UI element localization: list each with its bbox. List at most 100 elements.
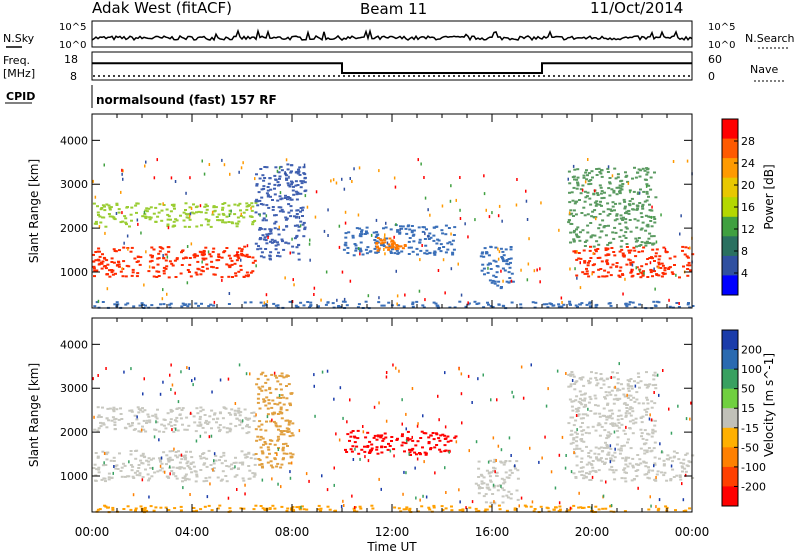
data-cell	[215, 267, 219, 269]
data-cell	[381, 241, 385, 244]
data-cell	[274, 166, 278, 169]
data-cell	[625, 407, 629, 409]
data-cell	[246, 418, 250, 421]
data-cell	[264, 389, 268, 392]
data-cell	[229, 468, 233, 471]
speckle-cell	[201, 159, 203, 163]
data-cell	[293, 237, 297, 240]
data-cell	[148, 477, 152, 480]
speckle-cell	[291, 237, 293, 241]
speckle-cell	[142, 392, 144, 396]
speckle-cell	[359, 252, 361, 256]
data-cell	[197, 304, 200, 307]
data-cell	[603, 463, 606, 465]
data-cell	[130, 469, 134, 472]
speckle-cell	[624, 277, 626, 281]
data-cell	[288, 435, 292, 438]
data-cell	[616, 378, 620, 381]
speckle-cell	[186, 281, 189, 285]
speckle-cell	[358, 166, 361, 170]
data-cell	[157, 211, 161, 214]
data-cell	[491, 493, 495, 495]
data-cell	[255, 173, 258, 176]
data-cell	[166, 223, 170, 226]
data-cell	[616, 418, 620, 421]
data-cell	[584, 196, 588, 199]
data-cell	[208, 476, 212, 479]
data-cell	[396, 230, 400, 233]
data-cell	[599, 200, 602, 203]
data-cell	[621, 274, 625, 276]
data-cell	[684, 246, 688, 249]
speckle-cell	[438, 418, 440, 422]
data-cell	[276, 228, 280, 231]
data-cell	[400, 250, 404, 253]
data-cell	[264, 374, 268, 377]
data-cell	[510, 301, 514, 304]
data-cell	[215, 259, 219, 262]
data-cell	[495, 471, 499, 474]
speckle-cell	[564, 466, 567, 470]
data-cell	[271, 413, 275, 416]
speckle-cell	[378, 296, 380, 300]
speckle-cell	[405, 439, 408, 443]
speckle-cell	[327, 234, 329, 237]
data-cell	[257, 386, 261, 389]
data-cell	[593, 263, 596, 266]
data-cell	[296, 172, 300, 175]
data-cell	[480, 482, 484, 485]
data-cell	[271, 466, 275, 469]
data-cell	[573, 178, 576, 181]
data-cell	[301, 180, 305, 183]
speckle-cell	[477, 377, 479, 381]
freq-unit-label: [MHz]	[3, 67, 35, 80]
data-cell	[183, 225, 187, 228]
data-cell	[167, 423, 171, 426]
data-cell	[207, 504, 211, 507]
data-cell	[280, 238, 284, 241]
speckle-cell	[424, 298, 426, 302]
data-cell	[663, 269, 667, 272]
data-cell	[277, 206, 281, 209]
data-cell	[135, 275, 139, 278]
speckle-cell	[97, 374, 99, 377]
data-cell	[626, 383, 630, 386]
data-cell	[661, 272, 665, 274]
data-cell	[265, 456, 269, 459]
data-cell	[613, 456, 617, 459]
data-cell	[149, 467, 153, 470]
speckle-cell	[529, 446, 531, 450]
data-cell	[605, 418, 609, 421]
data-cell	[407, 240, 411, 243]
data-cell	[619, 229, 623, 232]
data-cell	[221, 470, 225, 473]
data-cell	[658, 255, 662, 258]
data-cell	[626, 384, 630, 387]
data-cell	[489, 479, 492, 482]
speckle-cell	[212, 468, 214, 472]
data-cell	[120, 418, 124, 420]
data-cell	[116, 468, 120, 470]
speckle-cell	[163, 470, 166, 474]
speckle-cell	[314, 215, 317, 219]
data-cell	[168, 450, 172, 453]
data-cell	[352, 254, 356, 257]
data-cell	[580, 440, 584, 443]
data-cell	[668, 257, 672, 260]
speckle-cell	[213, 459, 215, 463]
data-cell	[495, 271, 499, 274]
data-cell	[239, 507, 243, 510]
data-cell	[444, 224, 448, 227]
data-cell	[287, 421, 291, 424]
speckle-cell	[449, 199, 452, 203]
speckle-cell	[487, 460, 490, 464]
data-cell	[143, 213, 147, 216]
data-cell	[181, 423, 184, 426]
data-cell	[656, 509, 660, 512]
data-cell	[387, 246, 391, 249]
data-cell	[94, 479, 97, 482]
data-cell	[572, 375, 576, 378]
data-cell	[169, 302, 173, 305]
data-cell	[356, 429, 360, 432]
speckle-cell	[411, 387, 414, 390]
